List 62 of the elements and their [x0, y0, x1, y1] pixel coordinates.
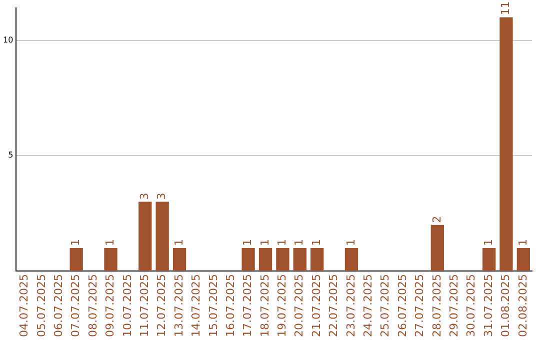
x-tick-label: 18.07.2025: [258, 274, 272, 338]
x-tick-label: 09.07.2025: [104, 274, 117, 338]
x-tick-label: 11.07.2025: [138, 274, 151, 338]
data-label: 1: [104, 238, 117, 246]
bar: [344, 248, 358, 272]
x-tick-label: 28.07.2025: [430, 274, 444, 338]
data-label: 1: [310, 238, 323, 246]
data-label: 1: [69, 238, 82, 246]
x-tick-label: 10.07.2025: [120, 274, 134, 338]
bar: [276, 248, 290, 272]
bar: [482, 248, 496, 272]
data-label: 2: [430, 216, 444, 223]
x-tick-label: 13.07.2025: [172, 274, 186, 338]
x-tick-label: 22.07.2025: [327, 274, 340, 338]
bar: [172, 248, 186, 272]
x-tick-label: 07.07.2025: [69, 274, 82, 338]
bar: [138, 202, 152, 272]
y-tick-label: 5: [8, 150, 14, 160]
bar: [242, 248, 255, 272]
data-label: 11: [499, 1, 512, 16]
x-tick-label: 14.07.2025: [190, 274, 203, 338]
y-tick-label: 10: [2, 35, 14, 44]
x-tick-label: 19.07.2025: [276, 274, 289, 338]
data-label: 1: [292, 238, 306, 246]
bar: [104, 248, 118, 272]
x-tick-label: 16.07.2025: [224, 274, 237, 338]
x-tick-label: 30.07.2025: [464, 274, 478, 338]
data-label: 1: [482, 238, 495, 246]
bar: [258, 248, 272, 272]
data-label: 1: [241, 238, 254, 246]
data-label: 1: [276, 238, 289, 246]
data-label: 1: [172, 238, 186, 246]
x-tick-label: 27.07.2025: [413, 274, 426, 338]
data-label: 1: [516, 238, 530, 246]
x-tick-label: 29.07.2025: [447, 274, 460, 338]
x-tick-label: 15.07.2025: [206, 274, 220, 338]
bar: [293, 248, 306, 272]
data-label: 1: [344, 238, 358, 246]
x-tick-label: 21.07.2025: [310, 274, 323, 338]
x-tick-label: 17.07.2025: [241, 274, 254, 338]
bar: [430, 224, 444, 272]
x-tick-label: 01.08.2025: [499, 274, 512, 338]
x-tick-label: 25.07.2025: [378, 274, 392, 338]
data-label: 3: [155, 192, 168, 200]
x-tick-label: 08.07.2025: [86, 274, 100, 338]
x-tick-label: 23.07.2025: [344, 274, 358, 338]
bar: [500, 17, 513, 272]
x-tick-label: 20.07.2025: [292, 274, 306, 338]
bar: [516, 248, 530, 272]
data-label: 3: [138, 192, 151, 200]
x-tick-label: 05.07.2025: [34, 274, 48, 338]
x-tick-label: 06.07.2025: [52, 274, 66, 338]
x-tick-label: 02.08.2025: [516, 274, 530, 338]
x-tick-label: 04.07.2025: [18, 274, 31, 338]
bar: [156, 202, 169, 272]
x-tick-label: 12.07.2025: [155, 274, 168, 338]
bar: [70, 248, 83, 272]
x-tick-label: 26.07.2025: [396, 274, 409, 338]
x-tick-label: 31.07.2025: [482, 274, 495, 338]
data-label: 1: [258, 238, 272, 246]
bar: [310, 248, 324, 272]
x-tick-label: 24.07.2025: [362, 274, 375, 338]
